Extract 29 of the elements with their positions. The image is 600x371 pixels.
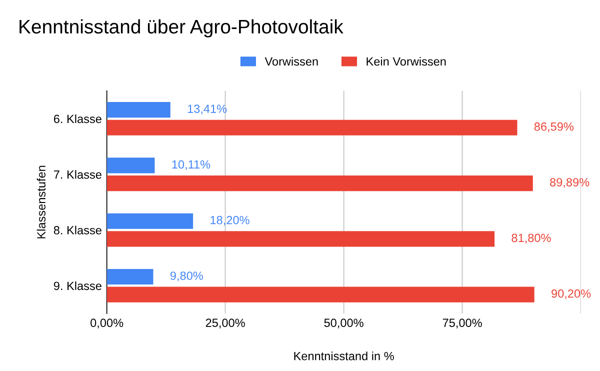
x-tick-label: 50,00% — [324, 318, 364, 328]
bar — [106, 102, 170, 118]
legend-label: Kein Vorwissen — [366, 57, 446, 66]
y-tick-label: 7. Klasse — [54, 170, 102, 179]
bar — [106, 175, 533, 192]
x-tick-label: 25,00% — [206, 318, 245, 328]
data-label: 9,80% — [170, 272, 203, 282]
x-axis-title: Kenntnisstand in % — [294, 352, 394, 360]
data-label: 86,59% — [534, 122, 574, 132]
y-tick-label: 8. Klasse — [54, 226, 102, 234]
bar — [106, 120, 518, 136]
y-tick-label: 6. Klasse — [54, 114, 102, 124]
y-tick-label: 9. Klasse — [54, 281, 102, 290]
data-label: 13,41% — [188, 104, 227, 114]
bar — [106, 231, 495, 247]
bar — [106, 268, 154, 285]
data-label: 89,89% — [550, 178, 590, 188]
x-tick-label: 0,00% — [90, 318, 124, 328]
legend-label: Vorwissen — [264, 57, 318, 66]
bar — [106, 286, 534, 302]
bar — [106, 158, 155, 174]
data-label: 81,80% — [512, 234, 551, 244]
data-label: 10,11% — [172, 160, 210, 170]
bar — [106, 213, 194, 229]
chart-title: Kenntnisstand über Agro-Photovoltaik — [20, 19, 344, 38]
data-label: 18,20% — [210, 216, 250, 226]
y-axis-title: Klassenstufen — [36, 166, 46, 238]
data-label: 90,20% — [552, 289, 591, 300]
x-tick-label: 75,00% — [442, 318, 482, 328]
